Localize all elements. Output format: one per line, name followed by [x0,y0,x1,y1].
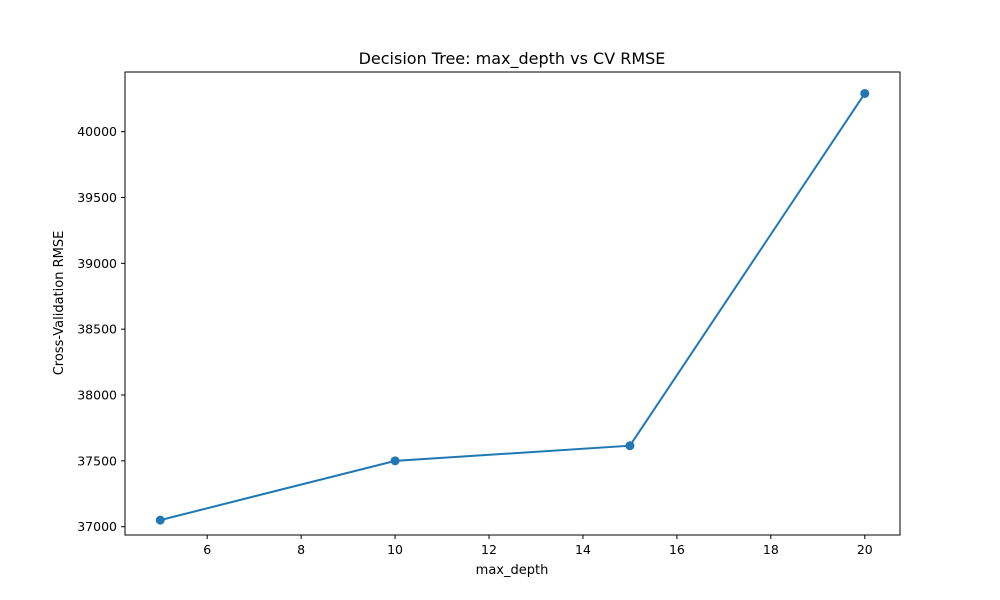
x-tick-label: 12 [481,542,497,557]
data-point [155,515,165,525]
x-tick-label: 16 [669,542,685,557]
y-axis-label: Cross-Validation RMSE [52,231,67,376]
y-tick-label: 38500 [77,322,117,337]
y-tick-label: 37500 [77,453,117,468]
x-tick-label: 14 [575,542,591,557]
x-tick-label: 8 [297,542,305,557]
x-tick-label: 18 [763,542,779,557]
y-tick-label: 38000 [77,388,117,403]
y-tick-label: 39500 [77,190,117,205]
series-line [159,92,866,522]
y-tick-label: 39000 [77,256,117,271]
y-tick-label: 40000 [77,124,117,139]
data-point [860,88,870,98]
x-tick-label: 6 [203,542,211,557]
series-group [155,88,870,525]
plot-area [124,71,901,536]
y-axis: 37000 37500 38000 38500 39000 39500 40000 [77,124,125,534]
x-tick-label: 20 [857,542,873,557]
data-point [625,441,635,451]
y-tick-label: 37000 [77,519,117,534]
data-point [390,456,400,466]
x-tick-label: 10 [387,542,403,557]
x-axis: 6 8 10 12 14 16 18 20 [203,535,873,557]
chart-title: Decision Tree: max_depth vs CV RMSE [359,49,666,69]
x-axis-label: max_depth [476,563,549,578]
